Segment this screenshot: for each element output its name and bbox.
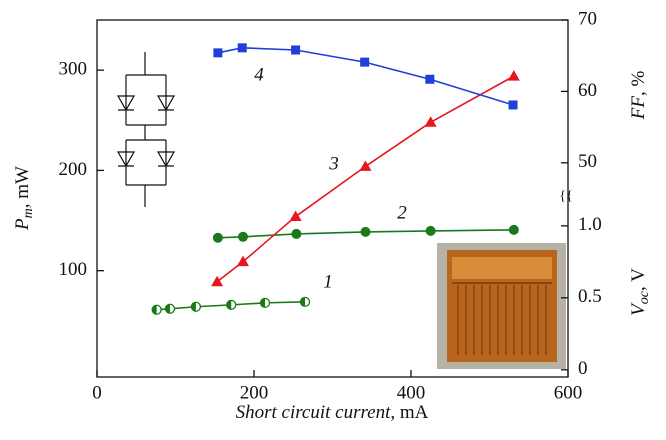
marker	[164, 303, 176, 314]
y2-tick-label: 50	[578, 151, 597, 172]
y3-tick-label: 0.5	[578, 286, 602, 307]
y3-tick-label: 1.0	[578, 214, 602, 235]
marker	[291, 228, 302, 239]
marker	[425, 74, 435, 84]
marker	[507, 70, 520, 81]
marker	[190, 301, 202, 312]
plot-frame	[96, 19, 569, 378]
series-label: 1	[323, 271, 333, 292]
x-tick-label: 200	[240, 382, 269, 403]
y2-axis-title: FF, %	[628, 71, 649, 121]
marker	[237, 255, 250, 267]
y-tick-label: 100	[59, 259, 88, 280]
marker	[508, 100, 518, 110]
x-tick-label: 400	[397, 382, 426, 403]
series-label: 3	[328, 153, 339, 174]
marker	[508, 224, 519, 235]
x-tick-label: 0	[92, 382, 102, 403]
y-tick-label: 200	[59, 159, 88, 180]
marker	[238, 231, 249, 242]
marker	[360, 57, 370, 67]
marker	[226, 299, 237, 311]
y2-tick-label: 70	[578, 8, 597, 29]
marker	[211, 275, 224, 287]
axis-break: {{	[559, 189, 572, 204]
marker	[360, 226, 371, 237]
marker	[359, 160, 372, 171]
marker	[237, 43, 247, 53]
marker	[213, 48, 223, 58]
y-tick-label: 300	[59, 58, 88, 79]
marker	[291, 45, 301, 55]
marker	[212, 232, 223, 243]
x-tick-label: 600	[554, 382, 583, 403]
y-axis-title: Pm, mW	[12, 166, 36, 231]
marker	[425, 225, 436, 236]
circuit-icon	[116, 52, 176, 207]
marker	[299, 296, 311, 308]
x-axis-title: Short circuit current, mA	[236, 402, 429, 423]
marker	[289, 210, 302, 222]
marker	[259, 297, 271, 309]
y3-tick-label: 0	[578, 358, 588, 379]
y3-axis-title: Voc, V	[628, 268, 652, 316]
marker	[151, 304, 162, 315]
cell-photo	[437, 243, 566, 369]
y2-tick-label: 60	[578, 80, 597, 101]
marker	[424, 116, 437, 127]
series-label: 4	[254, 64, 264, 85]
series-label: 2	[397, 202, 407, 223]
